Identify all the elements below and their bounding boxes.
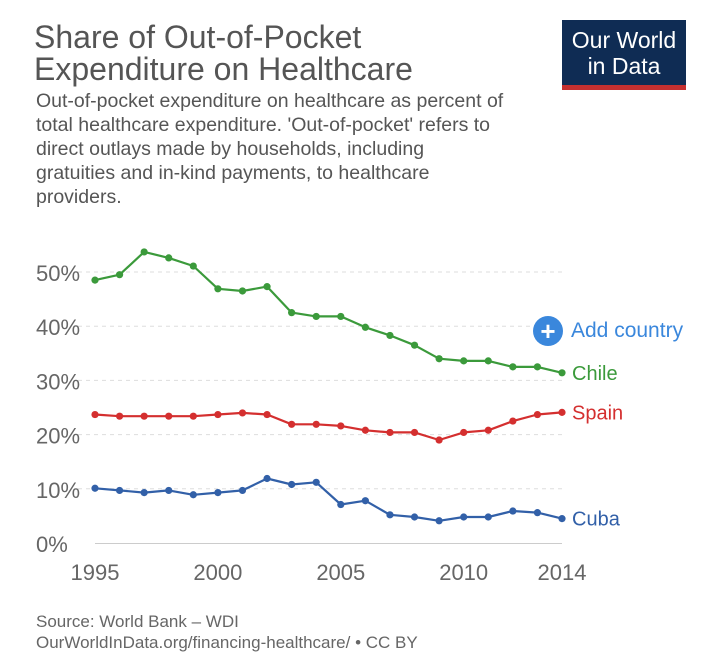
- license-text: OurWorldInData.org/financing-healthcare/…: [36, 633, 418, 652]
- data-point-spain: [435, 436, 443, 444]
- data-point-spain: [386, 428, 394, 437]
- data-point-spain: [115, 412, 124, 420]
- data-point-cuba: [214, 488, 222, 497]
- data-point-spain: [484, 426, 492, 434]
- data-point-cuba: [435, 517, 443, 525]
- chart-title: Share of Out-of-Pocket Expenditure on He…: [34, 19, 413, 87]
- logo-line-2: in Data: [587, 53, 661, 79]
- data-point-spain: [214, 410, 222, 419]
- series-label-chile[interactable]: Chile: [572, 363, 618, 385]
- data-point-cuba: [165, 486, 173, 495]
- data-point-spain: [263, 410, 271, 419]
- data-point-spain: [312, 420, 320, 428]
- data-point-chile: [410, 341, 419, 349]
- plus-icon: +: [533, 316, 563, 346]
- data-point-spain: [533, 410, 542, 419]
- data-point-spain: [140, 412, 148, 420]
- data-point-cuba: [312, 478, 320, 486]
- series-line-chile: [94, 250, 563, 374]
- series-label-cuba[interactable]: Cuba: [572, 509, 621, 531]
- source-text: Source: World Bank – WDI: [36, 612, 239, 631]
- x-tick-label: 2000: [193, 560, 242, 585]
- add-country-label: Add country: [571, 319, 684, 342]
- data-point-spain: [238, 409, 247, 417]
- data-point-spain: [460, 428, 468, 437]
- data-point-cuba: [410, 513, 419, 521]
- y-tick-label: 20%: [36, 424, 80, 449]
- data-point-cuba: [91, 484, 99, 492]
- data-point-cuba: [140, 488, 148, 497]
- data-point-chile: [288, 309, 296, 317]
- x-tick-label: 2014: [538, 560, 587, 585]
- data-point-cuba: [386, 511, 394, 519]
- data-point-cuba: [533, 509, 542, 517]
- data-point-chile: [435, 355, 443, 363]
- data-point-chile: [361, 323, 369, 331]
- data-point-chile: [484, 357, 492, 365]
- data-point-chile: [140, 248, 148, 256]
- data-point-cuba: [189, 491, 197, 499]
- data-point-chile: [460, 357, 468, 365]
- y-tick-label: 0%: [36, 532, 68, 557]
- data-point-cuba: [460, 513, 468, 521]
- data-point-spain: [509, 417, 517, 425]
- data-point-cuba: [263, 474, 271, 483]
- data-point-spain: [361, 426, 369, 434]
- owid-logo[interactable]: Our World in Data: [562, 20, 686, 90]
- data-point-spain: [165, 412, 173, 420]
- data-point-spain: [288, 420, 296, 428]
- data-point-chile: [312, 312, 320, 321]
- data-point-cuba: [509, 507, 517, 515]
- chart-subtitle: Out-of-pocket expenditure on healthcare …: [36, 90, 504, 208]
- data-point-cuba: [115, 486, 124, 495]
- series-label-spain[interactable]: Spain: [572, 402, 623, 424]
- y-tick-label: 50%: [36, 261, 80, 286]
- data-point-chile: [115, 271, 124, 279]
- logo-bar: [562, 85, 686, 90]
- data-point-chile: [386, 331, 394, 340]
- data-point-chile: [509, 363, 517, 371]
- data-point-chile: [165, 254, 173, 262]
- y-tick-label: 10%: [36, 478, 80, 503]
- y-tick-label: 40%: [36, 315, 80, 340]
- data-point-cuba: [238, 486, 247, 495]
- data-point-cuba: [484, 513, 492, 521]
- data-point-spain: [189, 412, 197, 420]
- x-tick-label: 2010: [439, 560, 488, 585]
- add-country-button[interactable]: + Add country: [533, 315, 683, 347]
- series-line-cuba: [94, 477, 563, 522]
- series-line-spain: [94, 411, 563, 442]
- x-tick-label: 2005: [316, 560, 365, 585]
- y-tick-label: 30%: [36, 369, 80, 394]
- data-point-chile: [337, 312, 345, 321]
- data-point-spain: [337, 422, 345, 430]
- data-point-chile: [263, 283, 271, 291]
- data-point-chile: [238, 287, 247, 295]
- data-point-chile: [214, 285, 222, 293]
- data-point-cuba: [361, 497, 369, 505]
- data-point-cuba: [288, 480, 296, 489]
- data-point-chile: [189, 262, 197, 270]
- data-point-chile: [91, 276, 99, 284]
- data-point-spain: [410, 428, 419, 437]
- data-point-spain: [558, 408, 566, 416]
- data-point-cuba: [337, 500, 345, 509]
- data-point-spain: [91, 410, 99, 419]
- x-tick-label: 1995: [71, 560, 120, 585]
- data-point-chile: [533, 363, 542, 371]
- data-point-cuba: [558, 515, 566, 523]
- logo-line-1: Our World: [571, 27, 677, 53]
- data-point-chile: [558, 369, 566, 377]
